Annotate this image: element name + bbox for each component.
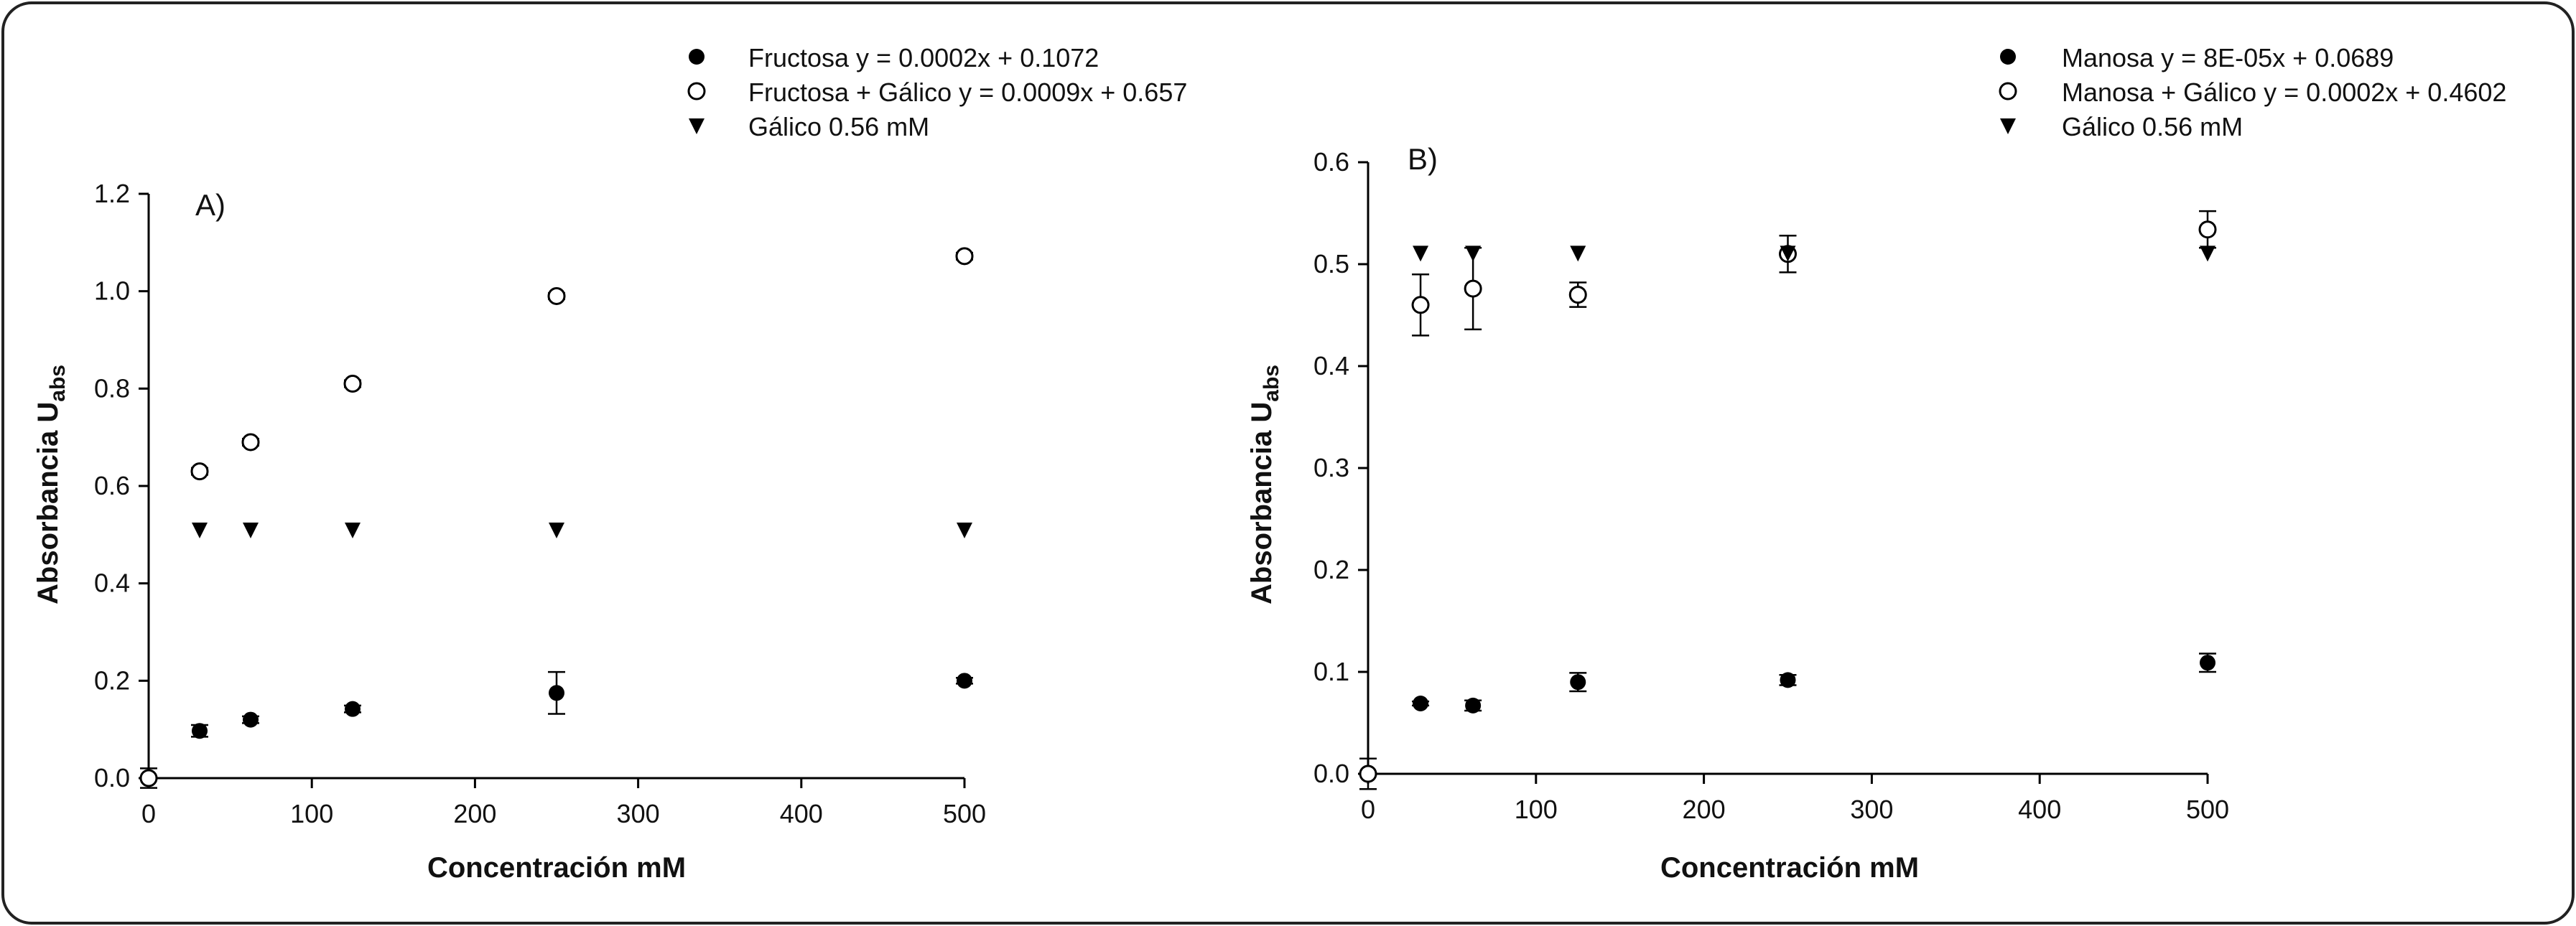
x-tick-label: 100 [1515,795,1558,824]
legend-label: Fructosa + Gálico y = 0.0009x + 0.657 [748,78,1187,107]
data-point [1413,696,1429,712]
legend-marker-open-circle [687,82,706,100]
data-point [243,711,259,728]
data-point [1780,672,1796,688]
y-axis-title: Absorbancia Uabs [1246,365,1283,604]
x-tick-label: 0 [141,799,156,828]
y-tick-label: 0.0 [94,763,130,792]
data-point [192,723,208,739]
panel-label: A) [195,188,225,222]
data-point [549,685,564,701]
series-filled-circle [1412,653,2216,714]
data-point [2200,245,2215,262]
chart-panel-b: 0 100 200 300 400 500 0.0 0.1 0.2 0.3 0.4 0.5 0.6 B) C… [1246,43,2506,884]
data-point [957,673,972,689]
legend-marker-filled-circle [689,49,705,65]
y-tick-label: 0.2 [1313,555,1349,584]
y-axis-title: Absorbancia Uabs [32,365,70,604]
data-point [1780,245,1796,262]
legend-marker-triangle-down [2000,118,2016,134]
y-axis-title-main: Absorbancia U [32,402,64,604]
legend-label: Fructosa y = 0.0002x + 0.1072 [748,43,1099,73]
y-tick-label: 1.2 [94,179,130,208]
data-point [2198,220,2217,239]
data-point [345,523,361,539]
data-point [1465,697,1482,714]
y-axis-title-main: Absorbancia U [1246,402,1278,604]
y-tick-label: 0.4 [94,569,130,598]
y-tick-label: 0.6 [94,471,130,500]
data-point [345,701,361,717]
legend-marker-filled-circle [2000,49,2016,65]
data-point [955,247,974,266]
data-point [1464,279,1482,298]
x-tick-label: 500 [943,799,986,828]
data-point [241,433,260,452]
series-triangle-down [192,523,972,539]
y-tick-label: 1.0 [94,276,130,306]
panel-label: B) [1408,142,1438,176]
legend-marker-triangle-down [689,118,705,134]
x-axis-title: Concentración mM [1660,852,1919,884]
data-point [1413,245,1429,262]
x-axis-title: Concentración mM [427,852,686,884]
x-tick-label: 200 [1683,795,1726,824]
data-point [1570,674,1586,691]
legend-marker-open-circle [1999,82,2017,100]
y-axis-title-subscript: abs [1260,365,1283,402]
data-point [1359,764,1377,783]
y-tick-label: 0.1 [1313,657,1349,686]
series-open-circle [139,247,974,789]
x-tick-label: 500 [2186,795,2229,824]
data-point [2200,655,2215,671]
data-point [1411,296,1430,314]
data-point [1465,245,1482,262]
x-tick-label: 0 [1361,795,1375,824]
data-point [1568,286,1587,304]
data-point [190,462,209,481]
y-tick-label: 0.0 [1313,759,1349,788]
data-point [192,523,208,539]
y-tick-label: 0.8 [94,373,130,403]
legend-label: Gálico 0.56 mM [748,112,929,141]
data-point [957,523,972,539]
legend-label: Manosa + Gálico y = 0.0002x + 0.4602 [2062,78,2506,107]
x-tick-label: 100 [290,799,333,828]
y-tick-label: 0.3 [1313,453,1349,482]
series-triangle-down [1413,245,2215,262]
x-tick-label: 400 [780,799,823,828]
legend-label: Gálico 0.56 mM [2062,112,2243,141]
x-tick-label: 400 [2018,795,2061,824]
data-point [343,375,362,393]
y-axis-title-subscript: abs [46,365,70,402]
x-tick-label: 300 [617,799,660,828]
data-point [139,769,158,787]
y-tick-label: 0.2 [94,665,130,695]
data-point [547,286,566,305]
legend-label: Manosa y = 8E-05x + 0.0689 [2062,43,2394,73]
series-filled-circle [191,670,973,739]
data-point [243,523,259,539]
y-tick-label: 0.4 [1313,351,1349,380]
y-tick-label: 0.5 [1313,249,1349,279]
x-tick-label: 200 [453,799,496,828]
data-point [549,523,564,539]
chart-panel-a: 0 100 200 300 400 500 0.0 0.2 0.4 0.6 0.8 1.0 1.2 A) C… [32,43,1187,884]
y-tick-label: 0.6 [1313,147,1349,177]
x-tick-label: 300 [1850,795,1893,824]
data-point [1570,245,1586,262]
